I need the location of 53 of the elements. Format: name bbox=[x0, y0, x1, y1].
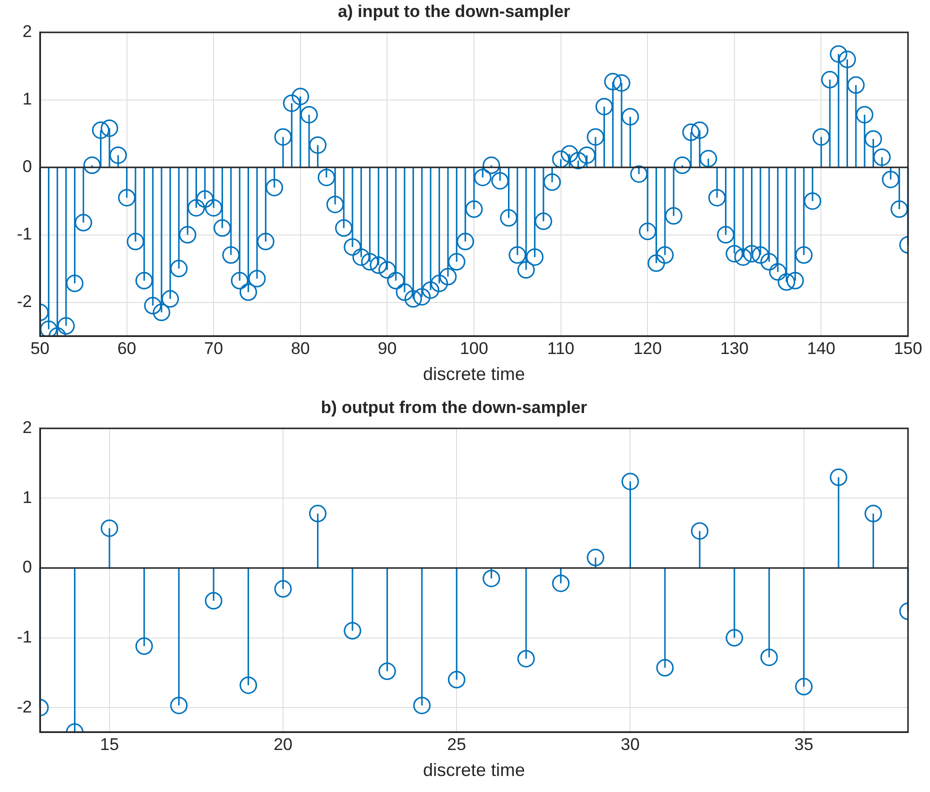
point bbox=[100, 519, 118, 537]
x-tick-label: 60 bbox=[117, 338, 136, 358]
y-tick-label: 2 bbox=[22, 418, 32, 438]
y-tick-label: -1 bbox=[16, 627, 32, 646]
y-tick-label: -2 bbox=[16, 697, 32, 716]
point bbox=[517, 650, 535, 668]
point bbox=[690, 522, 708, 540]
x-axis-title: discrete time bbox=[422, 760, 526, 780]
point bbox=[413, 696, 431, 714]
y-tick-label: 1 bbox=[22, 488, 32, 507]
x-tick-label: 70 bbox=[204, 338, 224, 358]
chart-title: b) output from the down-sampler bbox=[320, 398, 588, 417]
point bbox=[378, 662, 396, 680]
point bbox=[864, 504, 882, 522]
point bbox=[204, 592, 222, 610]
x-tick-label: 35 bbox=[794, 734, 814, 754]
x-tick-label: 90 bbox=[378, 338, 397, 358]
chart-title: a) input to the down-sampler bbox=[338, 2, 571, 21]
point bbox=[240, 676, 258, 694]
x-tick-label: 110 bbox=[547, 338, 574, 358]
x-tick-label: 15 bbox=[100, 734, 119, 754]
y-tick-label: 0 bbox=[22, 558, 32, 577]
y-tick-label: 0 bbox=[22, 157, 32, 176]
y-tick-label: -1 bbox=[16, 224, 32, 244]
x-tick-label: 20 bbox=[274, 734, 292, 754]
point bbox=[726, 629, 744, 647]
x-tick-label: 80 bbox=[290, 338, 310, 358]
x-tick-label: 130 bbox=[720, 338, 749, 358]
x-tick-label: 50 bbox=[30, 338, 50, 358]
point bbox=[760, 648, 778, 666]
point bbox=[830, 468, 848, 486]
x-axis-title: discrete time bbox=[422, 364, 526, 384]
point bbox=[586, 548, 604, 566]
y-tick-label: -2 bbox=[16, 292, 32, 311]
point bbox=[795, 678, 813, 696]
x-tick-label: 30 bbox=[620, 734, 640, 754]
x-tick-label: 100 bbox=[460, 338, 488, 358]
point bbox=[344, 622, 362, 640]
y-tick-label: 2 bbox=[22, 22, 32, 42]
point bbox=[621, 472, 639, 490]
point bbox=[135, 637, 153, 655]
x-tick-label: 120 bbox=[633, 338, 662, 358]
x-tick-label: 150 bbox=[894, 338, 922, 358]
point bbox=[448, 670, 466, 688]
x-tick-label: 25 bbox=[447, 734, 466, 754]
x-tick-label: 140 bbox=[807, 338, 836, 358]
point bbox=[482, 570, 500, 588]
point bbox=[170, 696, 188, 714]
point bbox=[309, 504, 327, 522]
point bbox=[274, 580, 292, 598]
point bbox=[656, 659, 674, 677]
y-tick-label: 1 bbox=[22, 90, 32, 109]
point bbox=[552, 574, 570, 592]
